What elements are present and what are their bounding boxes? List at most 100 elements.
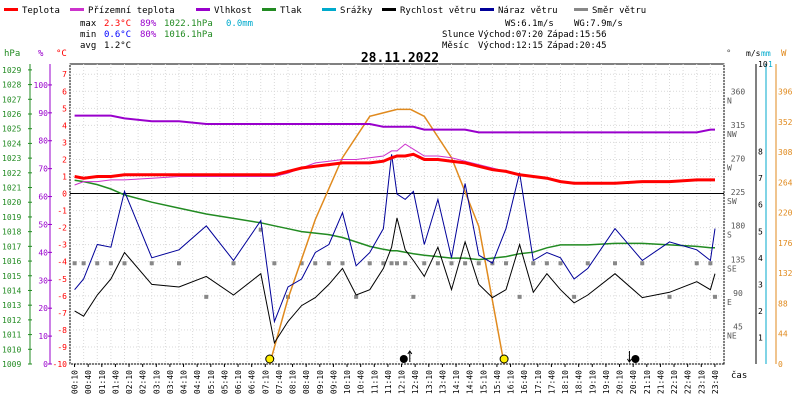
dir-degree-label: 315 [731,121,746,130]
wind-direction-point [72,261,77,266]
wind-direction-point [585,261,590,266]
dir-degree-label: 180 [731,222,746,231]
c-tick-label: -2 [57,224,67,233]
x-tick-label: 02:10 [125,370,134,394]
wind-direction-point [531,261,536,266]
hpa-tick-label: 1015 [2,272,21,281]
ms-tick-label: 8 [758,148,763,157]
x-tick-label: 09:40 [329,370,338,394]
c-tick-label: 1 [62,173,67,182]
wind-direction-point [354,294,359,299]
x-tick-label: 11:40 [384,370,393,394]
hpa-tick-label: 1020 [2,198,21,207]
x-tick-label: 17:10 [534,370,543,394]
wind-direction-point [204,294,209,299]
wind-direction-point [313,261,318,266]
wind-direction-point [299,261,304,266]
dir-compass-label: SE [727,264,737,273]
legend-label: Náraz větru [498,6,558,16]
stats-min-temp: 0.6°C [104,30,131,40]
dir-compass-label: S [727,231,732,240]
dir-compass-label: SW [727,197,737,206]
solar-radiation-line [268,108,505,365]
hpa-tick-label: 1017 [2,242,21,251]
c-tick-label: 0 [62,190,67,199]
w-tick-label: 132 [778,269,793,278]
moonrise-text: Východ:12:15 [478,41,543,51]
hpa-tick-label: 1014 [2,286,21,295]
sun-moon-markers [265,350,640,364]
ms-tick-label: 4 [758,254,763,263]
x-tick-label: 00:10 [71,370,80,394]
dir-degree-label: 90 [733,289,743,298]
series-line-tlak [74,179,715,261]
x-tick-label: 21:10 [643,370,652,394]
ms-tick-label: 5 [758,227,763,236]
w-unit-label: W [781,49,787,59]
x-tick-label: 08:40 [302,370,311,394]
series-line-rychlost-v-tru [74,217,716,345]
hpa-tick-label: 1009 [2,360,21,369]
w-tick-label: 220 [778,209,793,218]
wind-direction-point [108,261,113,266]
x-tick-label: 01:40 [111,370,120,394]
ms-tick-label: 6 [758,201,763,210]
hpa-tick-label: 1023 [2,154,21,163]
wind-direction-point [395,261,399,266]
pct-unit-label: % [38,49,44,59]
wind-direction-point [381,261,386,266]
mm-unit-label: mm [761,49,771,58]
wind-direction-point [81,261,86,266]
c-tick-label: -1 [57,207,67,216]
x-tick-label: 21:40 [656,370,665,394]
wind-direction-point [517,294,522,299]
c-tick-label: 3 [62,138,67,147]
pct-tick-label: 70 [38,165,48,174]
ms-tick-label: 2 [758,307,763,316]
x-tick-label: 12:40 [411,370,420,394]
wind-direction-point [258,227,263,232]
hpa-tick-label: 1013 [2,301,21,310]
x-tick-label: 05:10 [207,370,216,394]
dir-degree-label: 225 [731,188,746,197]
stats-panel: max 2.3°C 89% 1022.1hPa 0.0mm min 0.6°C … [80,19,253,51]
wind-direction-point [667,294,672,299]
x-tick-label: 23:10 [697,370,706,394]
w-tick-label: 88 [778,299,788,308]
w-tick-label: 308 [778,148,793,157]
legend-swatch [574,8,588,11]
c-tick-label: -4 [57,258,67,267]
pct-tick-label: 50 [38,220,48,229]
x-tick-label: 12:10 [398,370,407,394]
x-tick-label: 07:40 [275,370,284,394]
legend-swatch [322,8,336,11]
moonset-arrowhead [627,358,632,363]
dir-compass-label: NW [727,130,737,139]
legend-swatch [382,8,396,11]
c-tick-label: -10 [53,360,68,369]
axes: 1029102810271026102510241023102210211020… [2,60,793,394]
wind-direction-point [476,261,481,266]
hpa-tick-label: 1028 [2,81,21,90]
x-tick-label: 20:40 [629,370,638,394]
wind-direction-point [389,261,394,266]
wind-direction-point [435,261,440,266]
legend-swatch [480,8,494,11]
stats-avg-temp: 1.2°C [104,41,131,51]
legend-swatch [4,8,18,11]
hpa-unit-label: hPa [4,49,20,59]
wind-direction-point [272,261,277,266]
stats-avg-label: avg [80,41,96,51]
plot-grid [69,63,725,365]
legend-swatch [70,8,84,11]
x-tick-label: 18:10 [561,370,570,394]
series [72,108,718,365]
sun-label: Slunce [442,30,475,40]
c-tick-label: -5 [57,275,67,284]
wind-direction-point [449,261,454,266]
pct-tick-label: 60 [38,193,48,202]
sunset-marker [499,354,509,364]
wind-direction-point [95,261,100,266]
wind-direction-point [177,261,181,266]
c-tick-label: -7 [57,309,67,318]
